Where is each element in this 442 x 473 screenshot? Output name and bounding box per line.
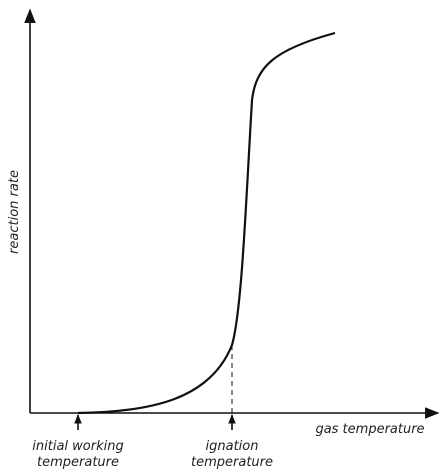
y-axis-label: reaction rate [7,170,22,254]
marker-label: temperature [37,455,119,470]
marker-label: temperature [191,455,273,470]
reaction-curve [77,31,336,415]
x-axis-label: gas temperature [315,422,424,437]
marker-label: initial working [32,439,123,454]
marker-label: ignation [206,439,259,454]
